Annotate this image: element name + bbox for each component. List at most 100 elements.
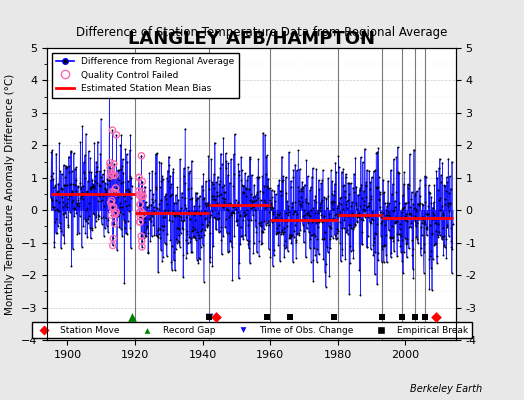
Point [367, 220, 376, 226]
Point [195, 209, 203, 215]
Point [245, 238, 254, 244]
Point [438, 202, 446, 209]
Point [353, 219, 361, 226]
Point [400, 204, 409, 210]
Point [359, 188, 368, 194]
Point [143, 204, 151, 210]
Point [136, 214, 145, 220]
Point [235, 172, 243, 178]
Point [159, 210, 168, 216]
Point [415, 216, 423, 222]
Point [155, 158, 163, 165]
Point [176, 209, 184, 216]
Point [405, 224, 413, 230]
Point [153, 150, 161, 156]
Point [56, 168, 64, 174]
Point [237, 154, 245, 160]
Point [399, 181, 408, 188]
Point [364, 203, 373, 209]
Point [335, 211, 344, 217]
Point [342, 229, 350, 236]
Point [349, 226, 357, 232]
Point [300, 228, 308, 234]
Point [446, 201, 454, 208]
Point [363, 244, 371, 250]
Point [188, 249, 196, 255]
Point [81, 175, 90, 181]
Point [122, 203, 130, 209]
Point [261, 205, 269, 211]
Point [229, 183, 237, 189]
Point [286, 232, 294, 238]
Point [412, 188, 421, 194]
Point [319, 218, 327, 224]
Point [442, 254, 451, 261]
Point [159, 254, 167, 261]
Point [205, 214, 214, 220]
Point [443, 224, 451, 230]
Point [173, 238, 182, 244]
Point [423, 226, 431, 232]
Point [359, 217, 367, 224]
Point [160, 193, 169, 200]
Point [82, 130, 90, 137]
Point [103, 175, 111, 182]
Point [352, 201, 360, 208]
Point [49, 176, 57, 182]
Point [382, 232, 390, 238]
Point [190, 233, 198, 240]
Point [290, 208, 299, 214]
Point [121, 225, 129, 232]
Point [172, 236, 181, 242]
Point [330, 199, 338, 206]
Point [120, 192, 128, 199]
Point [246, 205, 255, 211]
Point [342, 201, 351, 207]
Point [258, 240, 266, 246]
Point [157, 178, 166, 184]
Point [318, 177, 326, 184]
Point [62, 214, 71, 220]
Point [135, 188, 143, 194]
Point [271, 216, 280, 222]
Point [187, 234, 195, 241]
Point [194, 255, 203, 262]
Point [301, 182, 309, 188]
Point [414, 214, 422, 221]
Point [375, 174, 383, 180]
Point [375, 196, 384, 202]
Point [315, 186, 323, 192]
Point [328, 178, 336, 184]
Point [269, 252, 278, 258]
Point [403, 218, 411, 225]
Point [330, 314, 339, 320]
Point [221, 196, 229, 202]
Point [403, 181, 412, 188]
Point [431, 220, 439, 226]
Point [217, 224, 225, 230]
Point [144, 230, 152, 236]
Point [370, 230, 379, 236]
Point [59, 199, 67, 206]
Point [321, 269, 329, 275]
Point [72, 164, 80, 170]
Point [279, 173, 287, 180]
Point [417, 251, 425, 258]
Point [176, 243, 184, 250]
Point [145, 202, 153, 208]
Point [385, 200, 394, 206]
Point [441, 182, 450, 189]
Point [238, 233, 246, 240]
Point [377, 258, 386, 265]
Title: LANGLEY AFB/HAMPTON: LANGLEY AFB/HAMPTON [128, 30, 375, 48]
Point [89, 210, 97, 216]
Point [146, 238, 155, 244]
Point [100, 232, 108, 239]
Point [158, 173, 167, 179]
Point [403, 240, 411, 246]
Point [203, 222, 212, 228]
Point [369, 168, 378, 174]
Point [287, 184, 295, 190]
Point [400, 248, 408, 255]
Point [311, 199, 320, 205]
